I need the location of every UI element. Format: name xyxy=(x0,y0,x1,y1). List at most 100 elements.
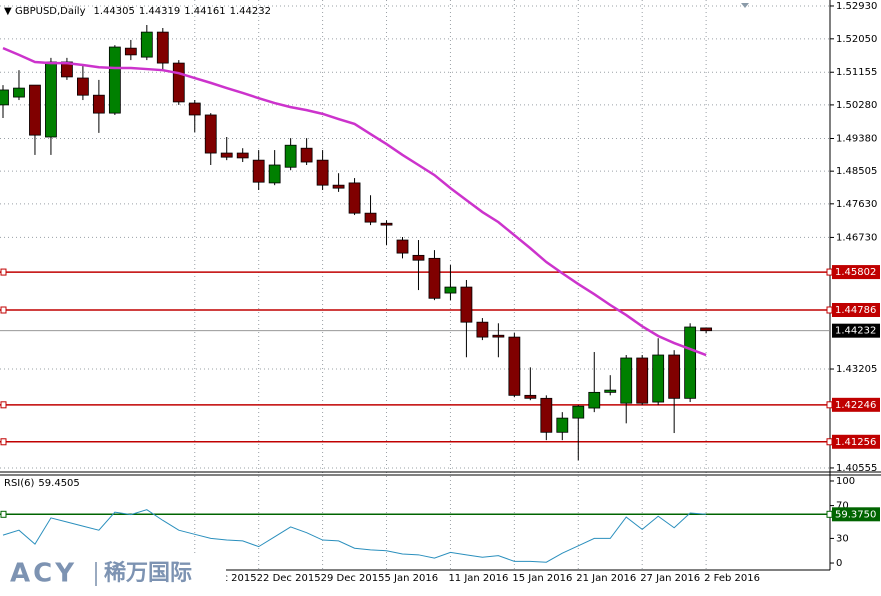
candle-body xyxy=(444,286,457,294)
rsi-line xyxy=(2,509,707,563)
level-price-label: 1.42246 xyxy=(835,400,876,411)
candle-body xyxy=(540,397,553,433)
y-tick-label: 1.47630 xyxy=(836,199,877,210)
level-handle xyxy=(0,438,7,446)
level-price-box xyxy=(832,265,880,280)
candle-body xyxy=(524,394,537,399)
y-tick-label: 1.46730 xyxy=(836,232,877,243)
candle-body xyxy=(220,152,233,158)
x-tick-label: 22 Dec 2015 xyxy=(257,573,321,584)
candle-body xyxy=(652,354,665,403)
candle-body xyxy=(204,114,217,154)
logo-brand: ACY xyxy=(10,559,77,589)
level-handle xyxy=(0,268,7,276)
rsi-name: RSI(6) xyxy=(4,478,35,489)
candle-body xyxy=(620,357,633,404)
level-price-box xyxy=(832,434,880,449)
level-price-box xyxy=(832,507,880,522)
current-price-label: 1.44232 xyxy=(835,326,876,337)
y-tick-label: 1.52930 xyxy=(836,1,877,12)
candle-body xyxy=(252,159,265,183)
rsi-value: 59.4505 xyxy=(38,478,79,489)
candle-body xyxy=(236,152,249,159)
candle-body xyxy=(13,87,25,98)
level-handle xyxy=(826,306,833,314)
level-price-label: 1.45802 xyxy=(835,267,876,278)
candle-body xyxy=(364,212,377,223)
x-tick-label: 29 Dec 2015 xyxy=(321,573,385,584)
header-high: 1.44319 xyxy=(139,6,180,17)
candle-body xyxy=(300,147,313,163)
x-tick-label: 5 Jan 2016 xyxy=(385,573,439,584)
candle-body xyxy=(332,184,345,189)
candle-body xyxy=(396,239,409,254)
level-price-label: 1.44786 xyxy=(835,305,876,316)
candle-body xyxy=(428,257,441,299)
candle-body xyxy=(412,254,425,261)
header-low: 1.44161 xyxy=(184,6,225,17)
level-price-box xyxy=(832,397,880,412)
moving-average xyxy=(2,47,707,357)
y-tick-label: 100 xyxy=(836,476,855,487)
candle-body xyxy=(124,47,137,56)
y-tick-label: 1.48505 xyxy=(836,166,877,177)
y-tick-label: 1.49380 xyxy=(836,133,877,144)
y-tick-label: 70 xyxy=(836,501,849,512)
rsi-title: RSI(6) 59.4505 xyxy=(4,478,80,489)
level-price-label: 59.3750 xyxy=(835,509,876,520)
y-tick-label: 1.50280 xyxy=(836,100,877,111)
candle-body xyxy=(476,321,489,338)
level-handle xyxy=(0,510,7,518)
candle-body xyxy=(348,182,361,214)
x-tick-label: 27 Jan 2016 xyxy=(640,573,700,584)
header-close: 1.44232 xyxy=(230,6,271,17)
candle-body xyxy=(700,327,713,332)
y-tick-label: 0 xyxy=(836,558,842,569)
candle-body xyxy=(492,334,505,338)
candle-body xyxy=(588,391,601,409)
candle-body xyxy=(556,417,569,433)
scroll-marker xyxy=(741,3,749,8)
candle-body xyxy=(108,46,121,114)
header-open: 1.44305 xyxy=(94,6,135,17)
candle-body xyxy=(29,84,41,136)
y-tick-label: 1.52050 xyxy=(836,34,877,45)
level-handle xyxy=(826,268,833,276)
candle-body xyxy=(316,159,329,186)
candle-body xyxy=(156,31,169,64)
x-tick-label: 15 Jan 2016 xyxy=(512,573,572,584)
level-price-label: 1.41256 xyxy=(835,437,876,448)
symbol: GBPUSD,Daily xyxy=(15,6,86,17)
level-handle xyxy=(0,306,7,314)
candle-body xyxy=(45,61,57,138)
candle-body xyxy=(0,89,9,106)
candle-body xyxy=(77,77,89,96)
level-price-box xyxy=(832,302,880,317)
current-price-box xyxy=(832,323,880,338)
x-tick-label: 21 Jan 2016 xyxy=(576,573,636,584)
level-handle xyxy=(826,438,833,446)
level-handle xyxy=(826,510,833,518)
logo-name: 稀万国际 xyxy=(104,560,192,586)
candle-body xyxy=(460,286,473,323)
candle-body xyxy=(268,164,281,184)
candle-body xyxy=(172,62,185,103)
y-tick-label: 1.43205 xyxy=(836,364,877,375)
candle-body xyxy=(636,357,649,404)
candle-body xyxy=(604,389,617,393)
candle-body xyxy=(140,31,153,58)
logo-background xyxy=(0,554,226,596)
x-tick-label: 2 Feb 2016 xyxy=(704,573,760,584)
candle-body xyxy=(572,405,585,419)
chart-title: GBPUSD,Daily 1.44305 1.44319 1.44161 1.44232 xyxy=(15,6,271,17)
candle-body xyxy=(284,144,297,168)
level-handle xyxy=(826,401,833,409)
candle-body xyxy=(380,222,393,226)
y-tick-label: 1.51155 xyxy=(836,67,877,78)
candle-body xyxy=(508,336,521,396)
level-handle xyxy=(0,401,7,409)
y-tick-label: 30 xyxy=(836,533,849,544)
candle-body xyxy=(92,94,105,114)
